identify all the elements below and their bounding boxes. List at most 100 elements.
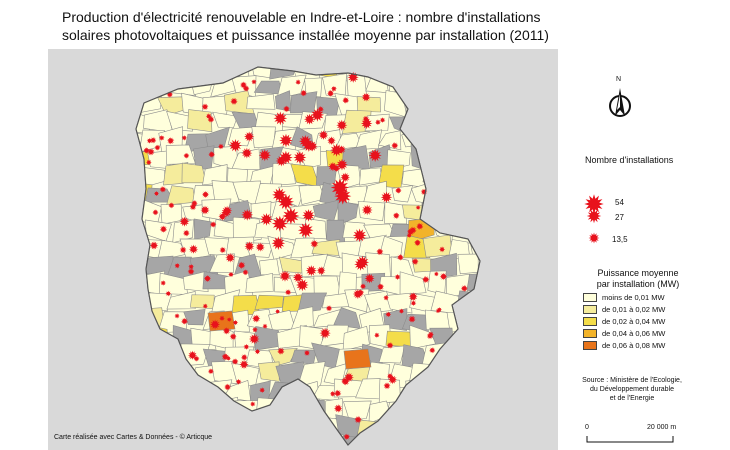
- installation-symbol: [277, 347, 285, 355]
- installation-symbol: [182, 229, 190, 237]
- commune: [541, 74, 558, 94]
- installation-symbol: [317, 106, 324, 113]
- installation-symbol: [221, 353, 230, 361]
- commune: [411, 397, 439, 424]
- commune: [510, 382, 540, 403]
- installation-symbol: [239, 81, 248, 89]
- commune: [137, 67, 165, 79]
- commune: [269, 415, 298, 438]
- commune: [443, 416, 474, 440]
- commune: [514, 167, 535, 181]
- commune: [451, 220, 480, 244]
- commune: [454, 399, 480, 422]
- installation-symbol: [277, 193, 294, 210]
- installation-symbol: [283, 105, 290, 113]
- commune: [136, 344, 141, 368]
- legend-swatch-4: [583, 328, 597, 338]
- commune: [475, 397, 480, 420]
- installation-symbol: [152, 209, 159, 216]
- installation-symbol: [392, 212, 400, 220]
- installation-symbol: [181, 135, 187, 141]
- map-canvas[interactable]: [48, 49, 558, 450]
- commune: [514, 274, 539, 292]
- legend-power-class-1: moins de 0,01 MW: [583, 292, 665, 302]
- commune: [322, 73, 347, 99]
- installation-symbol: [179, 246, 187, 254]
- scale-bar: 0 20 000 m: [585, 424, 680, 446]
- commune: [513, 128, 540, 147]
- installation-symbol: [410, 300, 417, 306]
- installation-symbol: [360, 117, 373, 130]
- commune: [544, 362, 558, 385]
- commune: [555, 241, 558, 259]
- commune: [232, 216, 262, 244]
- installation-symbol: [383, 382, 391, 390]
- commune: [519, 401, 543, 419]
- commune: [545, 329, 558, 344]
- commune: [519, 439, 545, 450]
- installation-symbol: [149, 241, 159, 250]
- commune: [233, 330, 255, 350]
- commune: [302, 399, 325, 423]
- commune: [491, 419, 515, 438]
- installation-symbol: [352, 228, 367, 243]
- commune: [166, 185, 196, 206]
- installation-symbol: [354, 415, 362, 424]
- installation-symbol: [332, 164, 341, 173]
- installation-symbol: [154, 144, 161, 151]
- commune: [496, 183, 526, 207]
- legend-power-class-2: de 0,01 à 0,02 MW: [583, 304, 665, 314]
- commune: [180, 67, 207, 77]
- installation-symbol: [228, 139, 242, 152]
- installation-symbol: [411, 258, 419, 266]
- commune: [533, 419, 557, 440]
- installation-symbol: [279, 270, 291, 282]
- commune: [556, 163, 558, 184]
- installation-symbol: [391, 142, 399, 150]
- installation-symbol: [420, 188, 428, 196]
- installation-symbol: [333, 404, 343, 413]
- source-line-1: Source : Ministère de l'Ecologie,: [582, 377, 682, 384]
- installation-symbol: [360, 283, 367, 290]
- commune: [388, 77, 416, 93]
- commune: [457, 253, 480, 275]
- installation-symbol: [328, 161, 338, 172]
- installation-symbol: [149, 137, 157, 144]
- commune: [399, 271, 427, 296]
- commune: [430, 184, 459, 208]
- scale-bar-line: [586, 436, 674, 443]
- installation-symbol: [342, 378, 350, 386]
- installation-symbol: [414, 239, 421, 247]
- commune: [423, 387, 450, 400]
- commune: [254, 294, 284, 310]
- installation-symbol: [191, 200, 198, 207]
- commune: [136, 310, 143, 327]
- commune: [136, 292, 151, 314]
- installation-symbol: [305, 265, 317, 277]
- legend-count-label-27: 27: [615, 213, 624, 222]
- commune: [491, 134, 512, 153]
- installation-symbol: [364, 273, 375, 284]
- installation-symbol: [273, 111, 288, 126]
- installation-symbol: [433, 271, 439, 277]
- installation-symbol: [242, 85, 250, 92]
- installation-symbol: [159, 225, 168, 233]
- commune: [489, 379, 515, 401]
- commune: [136, 258, 148, 277]
- commune: [355, 129, 383, 151]
- legend-swatch-3: [583, 316, 597, 326]
- installation-symbol: [174, 313, 180, 319]
- installation-symbol: [303, 349, 310, 356]
- legend-power-title-line-1: Puissance moyenne: [597, 268, 679, 278]
- commune: [557, 55, 558, 79]
- commune: [454, 433, 479, 445]
- commune: [137, 380, 166, 403]
- installation-symbol: [225, 252, 235, 263]
- commune: [525, 152, 542, 164]
- commune: [166, 110, 193, 132]
- commune: [365, 434, 390, 445]
- installation-symbol: [207, 115, 215, 123]
- installation-symbol: [429, 347, 436, 354]
- installation-symbol: [201, 103, 209, 111]
- legend-power-class-5: de 0,06 à 0,08 MW: [583, 340, 665, 350]
